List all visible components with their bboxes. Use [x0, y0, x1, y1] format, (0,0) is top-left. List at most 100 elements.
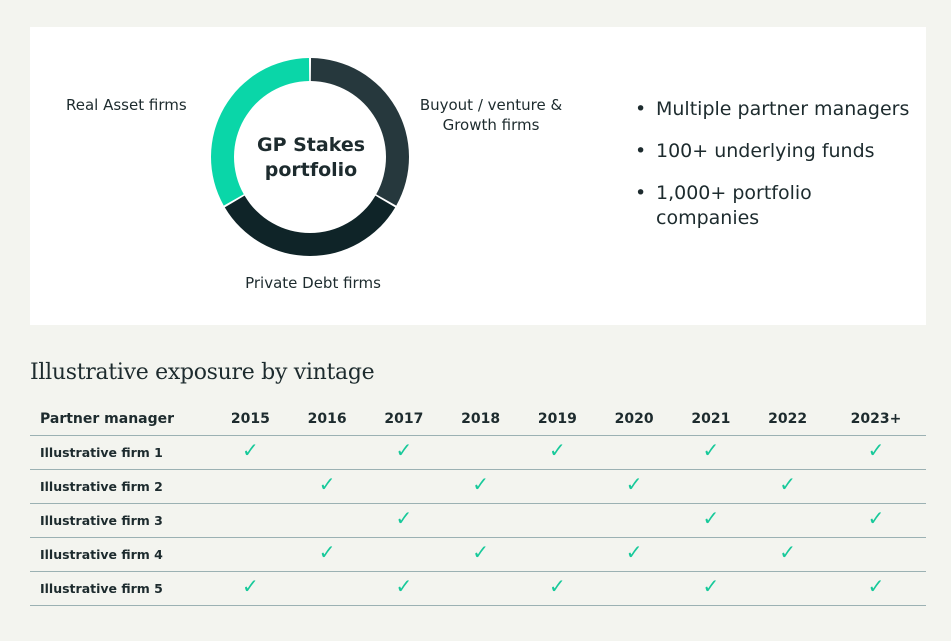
table-cell — [212, 469, 289, 504]
table-cell: ✓ — [826, 435, 926, 470]
donut-center-line2: portfolio — [264, 159, 358, 181]
table-cell: ✓ — [672, 503, 750, 538]
label-real-asset: Real Asset firms — [66, 96, 187, 114]
column-header-year: 2022 — [749, 402, 826, 436]
table-cell — [595, 571, 673, 606]
table-cell — [365, 469, 443, 504]
check-icon: ✓ — [395, 573, 413, 598]
table-cell — [672, 469, 750, 504]
row-label: Illustrative firm 1 — [30, 435, 212, 470]
table-row: Illustrative firm 2 ✓ ✓ ✓ ✓ — [30, 469, 926, 504]
table-cell: ✓ — [595, 469, 673, 504]
table-cell: ✓ — [288, 469, 366, 504]
check-icon: ✓ — [625, 471, 643, 496]
column-header-partner: Partner manager — [30, 402, 212, 436]
table-cell — [826, 537, 926, 572]
donut-chart — [211, 58, 410, 256]
highlights-list: • Multiple partner managers • 100+ underly… — [635, 97, 915, 248]
table-cell: ✓ — [442, 469, 519, 504]
column-header-year: 2023+ — [826, 402, 926, 436]
table-cell: ✓ — [672, 435, 750, 470]
check-icon: ✓ — [318, 471, 336, 496]
table-cell — [442, 435, 519, 470]
table-cell: ✓ — [212, 571, 289, 606]
table-cell — [288, 435, 366, 470]
check-icon: ✓ — [779, 539, 796, 564]
table-cell: ✓ — [288, 537, 366, 572]
table-cell — [595, 503, 673, 538]
highlight-item: • 100+ underlying funds — [635, 139, 915, 164]
highlight-text: 100+ underlying funds — [656, 140, 875, 162]
table-cell — [519, 469, 596, 504]
table-cell — [212, 503, 289, 538]
check-icon: ✓ — [779, 471, 796, 496]
table-cell: ✓ — [519, 435, 596, 470]
table-cell — [288, 571, 366, 606]
highlight-text: 1,000+ portfolio companies — [656, 182, 812, 229]
table-cell: ✓ — [749, 469, 826, 504]
table-cell: ✓ — [365, 503, 443, 538]
highlight-item: • Multiple partner managers — [635, 97, 915, 122]
check-icon: ✓ — [625, 539, 643, 564]
bullet-dot: • — [635, 140, 647, 162]
check-icon: ✓ — [867, 437, 885, 462]
row-label: Illustrative firm 5 — [30, 571, 212, 606]
vintage-table: Partner manager 2015 2016 2017 2018 2019 2020 2… — [30, 402, 926, 606]
table-cell — [595, 435, 673, 470]
table-body: Illustrative firm 1 ✓ ✓ ✓ ✓ ✓ Illustrative fir… — [30, 435, 926, 606]
row-label: Illustrative firm 4 — [30, 537, 212, 572]
label-buyout: Buyout / venture & Growth firms — [416, 95, 566, 135]
table-row: Illustrative firm 1 ✓ ✓ ✓ ✓ ✓ — [30, 435, 926, 470]
table-cell — [519, 503, 596, 538]
check-icon: ✓ — [241, 573, 259, 598]
table-cell — [212, 537, 289, 572]
table-cell — [672, 537, 750, 572]
column-header-year: 2017 — [365, 402, 443, 436]
table-cell: ✓ — [365, 435, 443, 470]
table-cell: ✓ — [519, 571, 596, 606]
table-cell — [365, 537, 443, 572]
donut-slice — [310, 58, 410, 206]
table-cell — [288, 503, 366, 538]
table-cell — [519, 537, 596, 572]
table-cell — [442, 503, 519, 538]
row-label: Illustrative firm 2 — [30, 469, 212, 504]
column-header-year: 2019 — [519, 402, 596, 436]
highlight-item: • 1,000+ portfolio companies — [635, 181, 915, 231]
donut-center-label: GP Stakes portfolio — [241, 133, 381, 183]
table-row: Illustrative firm 5 ✓ ✓ ✓ ✓ ✓ — [30, 571, 926, 606]
table-cell — [826, 469, 926, 504]
table-cell — [749, 435, 826, 470]
check-icon: ✓ — [472, 539, 489, 564]
check-icon: ✓ — [702, 573, 720, 598]
table-cell — [749, 571, 826, 606]
label-buyout-line1: Buyout / venture & — [419, 96, 563, 114]
table-cell: ✓ — [826, 571, 926, 606]
section-title: Illustrative exposure by vintage — [30, 360, 375, 385]
label-private-debt: Private Debt firms — [245, 274, 381, 292]
column-header-year: 2018 — [442, 402, 519, 436]
table-cell: ✓ — [595, 537, 673, 572]
portfolio-card: GP Stakes portfolio Real Asset firms Buy… — [30, 27, 926, 325]
check-icon: ✓ — [867, 505, 885, 530]
donut-center-line1: GP Stakes — [256, 134, 366, 156]
check-icon: ✓ — [395, 505, 413, 530]
check-icon: ✓ — [867, 573, 885, 598]
check-icon: ✓ — [395, 437, 413, 462]
column-header-year: 2016 — [288, 402, 366, 436]
table-row: Illustrative firm 4 ✓ ✓ ✓ ✓ — [30, 537, 926, 572]
table-header-row: Partner manager 2015 2016 2017 2018 2019 2020 2… — [30, 402, 926, 436]
table-row: Illustrative firm 3 ✓ ✓ ✓ — [30, 503, 926, 538]
check-icon: ✓ — [548, 437, 566, 462]
check-icon: ✓ — [472, 471, 489, 496]
label-buyout-line2: Growth firms — [442, 116, 540, 134]
table-cell — [442, 571, 519, 606]
column-header-year: 2020 — [595, 402, 673, 436]
bullet-dot: • — [635, 182, 647, 204]
table-cell: ✓ — [749, 537, 826, 572]
check-icon: ✓ — [548, 573, 566, 598]
check-icon: ✓ — [241, 437, 259, 462]
bullet-dot: • — [635, 98, 647, 120]
table-cell: ✓ — [672, 571, 750, 606]
table-cell: ✓ — [826, 503, 926, 538]
